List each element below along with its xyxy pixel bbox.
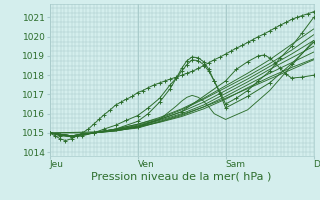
X-axis label: Pression niveau de la mer( hPa ): Pression niveau de la mer( hPa ) <box>92 172 272 182</box>
